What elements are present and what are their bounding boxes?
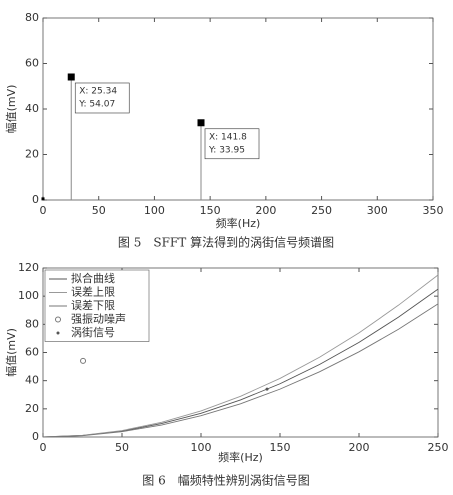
x-tick-label: 100 [191,441,212,454]
y-tick-label: 0 [32,193,39,206]
datatip-x: X: 141.8 [209,132,247,142]
stem-marker [41,197,45,201]
x-tick-label: 100 [144,204,165,217]
legend-swatch [56,331,60,335]
datatip-y: Y: 33.95 [208,145,245,155]
x-tick-label: 150 [270,441,291,454]
caption: 图 6 幅频特性辨别涡街信号图 [142,473,309,488]
x-tick-label: 200 [255,204,276,217]
x-tick-label: 250 [428,441,449,454]
y-tick-label: 80 [25,11,39,24]
x-tick-label: 50 [92,204,106,217]
legend-label: 强振动噪声 [71,312,126,326]
caption: 图 5 SFFT 算法得到的涡街信号频谱图 [118,235,334,250]
legend-label: 误差上限 [71,285,115,299]
stem-marker [67,73,75,81]
datatip-box [74,82,130,114]
y-tick-label: 120 [18,261,39,274]
x-tick-label: 150 [200,204,221,217]
x-tick-label: 350 [423,204,444,217]
y-tick-label: 40 [25,102,39,115]
y-tick-label: 20 [25,402,39,415]
y-tick-label: 20 [25,148,39,161]
x-axis-label: 频率(Hz) [216,216,261,230]
noise-point [80,357,87,364]
stem-marker [197,119,205,127]
y-tick-label: 60 [25,346,39,359]
y-tick-label: 0 [32,430,39,443]
legend-label: 涡街信号 [71,325,115,339]
signal-point [265,387,269,391]
x-tick-label: 50 [115,441,129,454]
legend-swatch [55,316,61,323]
y-tick-label: 100 [18,289,39,302]
y-axis-label: 幅值(mV) [5,328,18,377]
datatip-box [204,128,260,160]
y-axis-label: 幅值(mV) [5,85,18,134]
y-tick-label: 80 [25,317,39,330]
x-axis-label: 频率(Hz) [218,450,263,464]
y-tick-label: 60 [25,57,39,70]
x-tick-label: 300 [367,204,388,217]
x-tick-label: 200 [349,441,370,454]
datatip-x: X: 25.34 [79,86,117,96]
datatip-y: Y: 54.07 [78,99,115,109]
fit-line [42,303,439,438]
fit-line [42,274,439,438]
legend-label: 误差下限 [71,298,115,312]
x-tick-label: 0 [40,204,47,217]
x-tick-label: 250 [311,204,332,217]
y-tick-label: 40 [25,374,39,387]
x-tick-label: 0 [40,441,47,454]
legend-label: 拟合曲线 [71,271,115,285]
